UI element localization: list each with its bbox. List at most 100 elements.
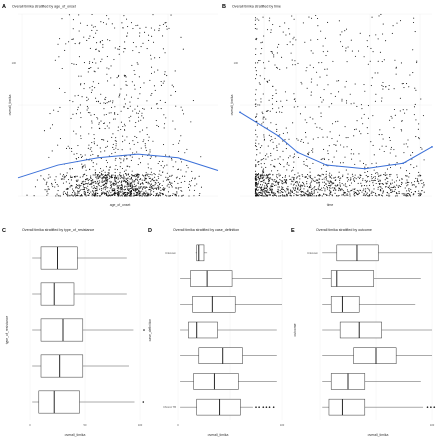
scatter-point — [257, 183, 259, 185]
scatter-point — [330, 184, 332, 186]
scatter-point — [162, 160, 164, 162]
scatter-point — [165, 25, 168, 27]
scatter-point — [277, 170, 279, 172]
scatter-point — [117, 181, 119, 183]
scatter-point — [362, 123, 364, 125]
scatter-point — [86, 39, 88, 41]
scatter-point — [363, 83, 365, 86]
scatter-point — [374, 179, 376, 181]
scatter-point — [102, 44, 104, 46]
scatter-point — [104, 171, 106, 173]
scatter-point — [400, 186, 402, 188]
scatter-point — [42, 178, 44, 180]
scatter-point — [256, 184, 258, 186]
scatter-point — [263, 136, 265, 138]
scatter-point — [275, 89, 277, 91]
scatter-point — [300, 187, 302, 189]
scatter-point — [139, 27, 141, 29]
scatter-point — [168, 195, 170, 197]
scatter-point — [371, 177, 373, 179]
scatter-point — [311, 178, 313, 180]
scatter-point — [263, 171, 265, 173]
category-label: Unknown — [165, 251, 176, 255]
scatter-point — [98, 177, 100, 179]
scatter-point — [278, 195, 280, 197]
scatter-point — [118, 193, 120, 195]
scatter-point — [127, 107, 129, 109]
scatter-point — [320, 116, 322, 118]
scatter-point — [132, 110, 134, 112]
scatter-point — [286, 43, 288, 46]
scatter-point — [382, 191, 384, 193]
scatter-point — [84, 164, 86, 166]
scatter-point — [378, 193, 380, 196]
scatter-point — [265, 110, 267, 112]
scatter-point — [343, 184, 345, 186]
scatter-point — [290, 195, 293, 197]
scatter-point — [99, 41, 101, 43]
scatter-point — [93, 134, 95, 136]
scatter-point — [117, 186, 119, 188]
scatter-point — [159, 187, 161, 189]
scatter-point — [292, 64, 294, 66]
scatter-point — [141, 129, 144, 131]
scatter-point — [348, 191, 350, 193]
scatter-point — [260, 159, 262, 161]
box — [336, 244, 379, 262]
scatter-point — [159, 170, 161, 172]
scatter-point — [120, 88, 122, 90]
scatter-point — [87, 111, 89, 114]
scatter-point — [101, 138, 103, 141]
scatter-point — [406, 195, 408, 197]
scatter-point — [255, 78, 257, 80]
scatter-point — [127, 26, 129, 28]
scatter-point — [294, 60, 296, 62]
scatter-point — [262, 116, 264, 118]
scatter-point — [351, 50, 353, 52]
scatter-point — [124, 125, 126, 127]
scatter-point — [113, 148, 115, 150]
scatter-point — [367, 170, 369, 173]
scatter-point — [340, 188, 342, 191]
scatter-point — [146, 127, 148, 129]
scatter-point — [136, 136, 138, 139]
scatter-point — [299, 189, 302, 191]
scatter-point — [342, 190, 344, 192]
scatter-point — [166, 195, 168, 197]
scatter-point — [79, 187, 81, 189]
scatter-point — [266, 188, 268, 190]
scatter-point — [331, 177, 333, 179]
scatter-point — [267, 174, 269, 176]
scatter-point — [261, 123, 263, 125]
panel-a-y-axis-label: overall_timika — [8, 95, 12, 116]
scatter-point — [275, 175, 278, 177]
scatter-point — [266, 191, 268, 193]
scatter-point — [264, 192, 266, 195]
scatter-point — [96, 188, 98, 190]
scatter-point — [327, 180, 329, 182]
scatter-point — [188, 195, 190, 197]
scatter-point — [120, 128, 122, 131]
scatter-point — [395, 192, 398, 194]
scatter-point — [94, 87, 96, 89]
scatter-point — [115, 140, 117, 142]
box — [38, 390, 80, 414]
scatter-point — [158, 184, 161, 186]
scatter-point — [124, 189, 126, 191]
scatter-point — [373, 188, 375, 190]
scatter-point — [146, 48, 148, 50]
scatter-point — [101, 177, 103, 180]
scatter-point — [189, 180, 191, 183]
scatter-point — [76, 193, 79, 195]
scatter-point — [356, 105, 358, 107]
scatter-point — [266, 177, 268, 179]
scatter-point — [322, 181, 324, 183]
scatter-point — [123, 123, 125, 125]
scatter-point — [109, 182, 111, 184]
scatter-point — [97, 184, 99, 186]
scatter-point — [54, 59, 56, 61]
scatter-point — [309, 194, 311, 196]
scatter-point — [158, 160, 160, 163]
scatter-point — [133, 143, 135, 145]
scatter-point — [105, 179, 107, 181]
